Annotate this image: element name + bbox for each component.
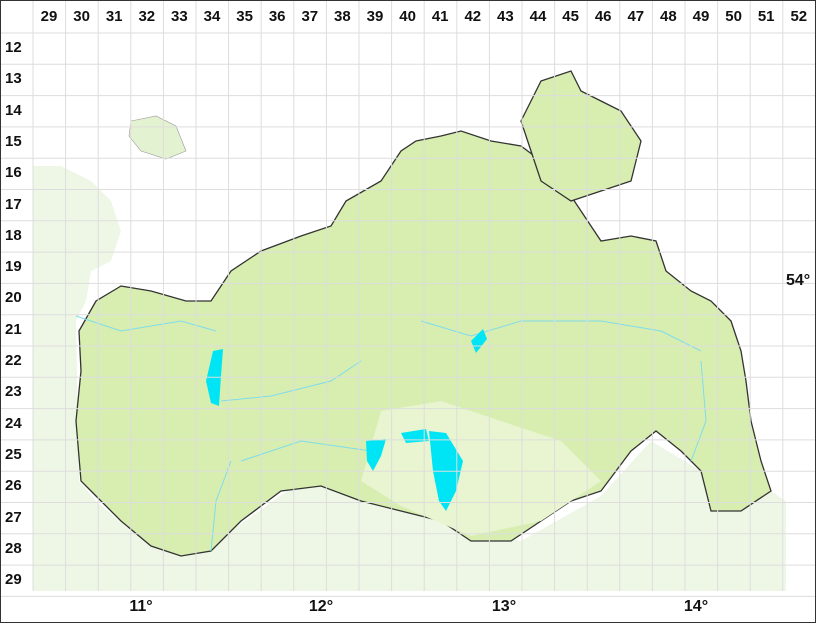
column-label: 29 [40, 8, 58, 25]
row-label: 15 [5, 132, 22, 150]
longitude-label: 14° [683, 598, 709, 615]
row-label: 25 [5, 445, 22, 463]
column-label: 38 [334, 8, 351, 25]
column-label: 41 [431, 8, 449, 25]
row-label: 14 [5, 101, 22, 119]
row-label: 24 [5, 414, 22, 432]
row-label: 20 [5, 289, 22, 307]
column-label: 39 [366, 8, 384, 25]
column-label: 44 [529, 8, 547, 25]
column-label: 33 [171, 8, 188, 25]
row-label: 28 [5, 539, 22, 557]
row-label: 26 [5, 477, 22, 495]
row-label: 17 [5, 195, 22, 213]
neighbour-land-west [33, 166, 786, 591]
column-label: 46 [594, 8, 612, 25]
column-label: 48 [660, 8, 677, 25]
row-label: 12 [5, 39, 22, 56]
column-label: 52 [790, 8, 808, 25]
row-label: 18 [5, 226, 22, 244]
longitude-label: 13° [491, 598, 517, 615]
column-label: 30 [73, 8, 90, 25]
column-label: 40 [399, 8, 416, 25]
grid-lines [1, 1, 815, 597]
row-label: 23 [5, 383, 22, 401]
row-label: 27 [5, 508, 22, 526]
column-label: 34 [203, 8, 221, 25]
column-label: 45 [562, 8, 579, 25]
row-label: 16 [5, 164, 22, 182]
column-label: 51 [757, 8, 775, 25]
latitude-label: 54° [786, 272, 811, 289]
row-label: 22 [5, 352, 22, 369]
column-label: 50 [725, 8, 742, 25]
column-label: 37 [301, 8, 319, 25]
lake-kummerow [471, 329, 487, 353]
longitude-label: 12° [308, 598, 334, 615]
column-label: 32 [138, 8, 156, 25]
column-label: 36 [268, 8, 286, 25]
longitude-label: 11° [129, 598, 153, 615]
row-label: 13 [5, 70, 22, 88]
column-label: 49 [692, 8, 710, 25]
column-label: 42 [464, 8, 482, 25]
island-ruegen [520, 70, 642, 202]
lake-plau [366, 439, 386, 471]
column-label: 47 [627, 8, 645, 25]
column-label: 35 [236, 8, 253, 25]
column-label: 31 [105, 8, 123, 25]
row-label: 19 [5, 258, 22, 276]
row-label: 29 [5, 571, 22, 589]
region-outline [75, 130, 772, 557]
column-label: 43 [497, 8, 514, 25]
row-label: 21 [5, 320, 22, 338]
